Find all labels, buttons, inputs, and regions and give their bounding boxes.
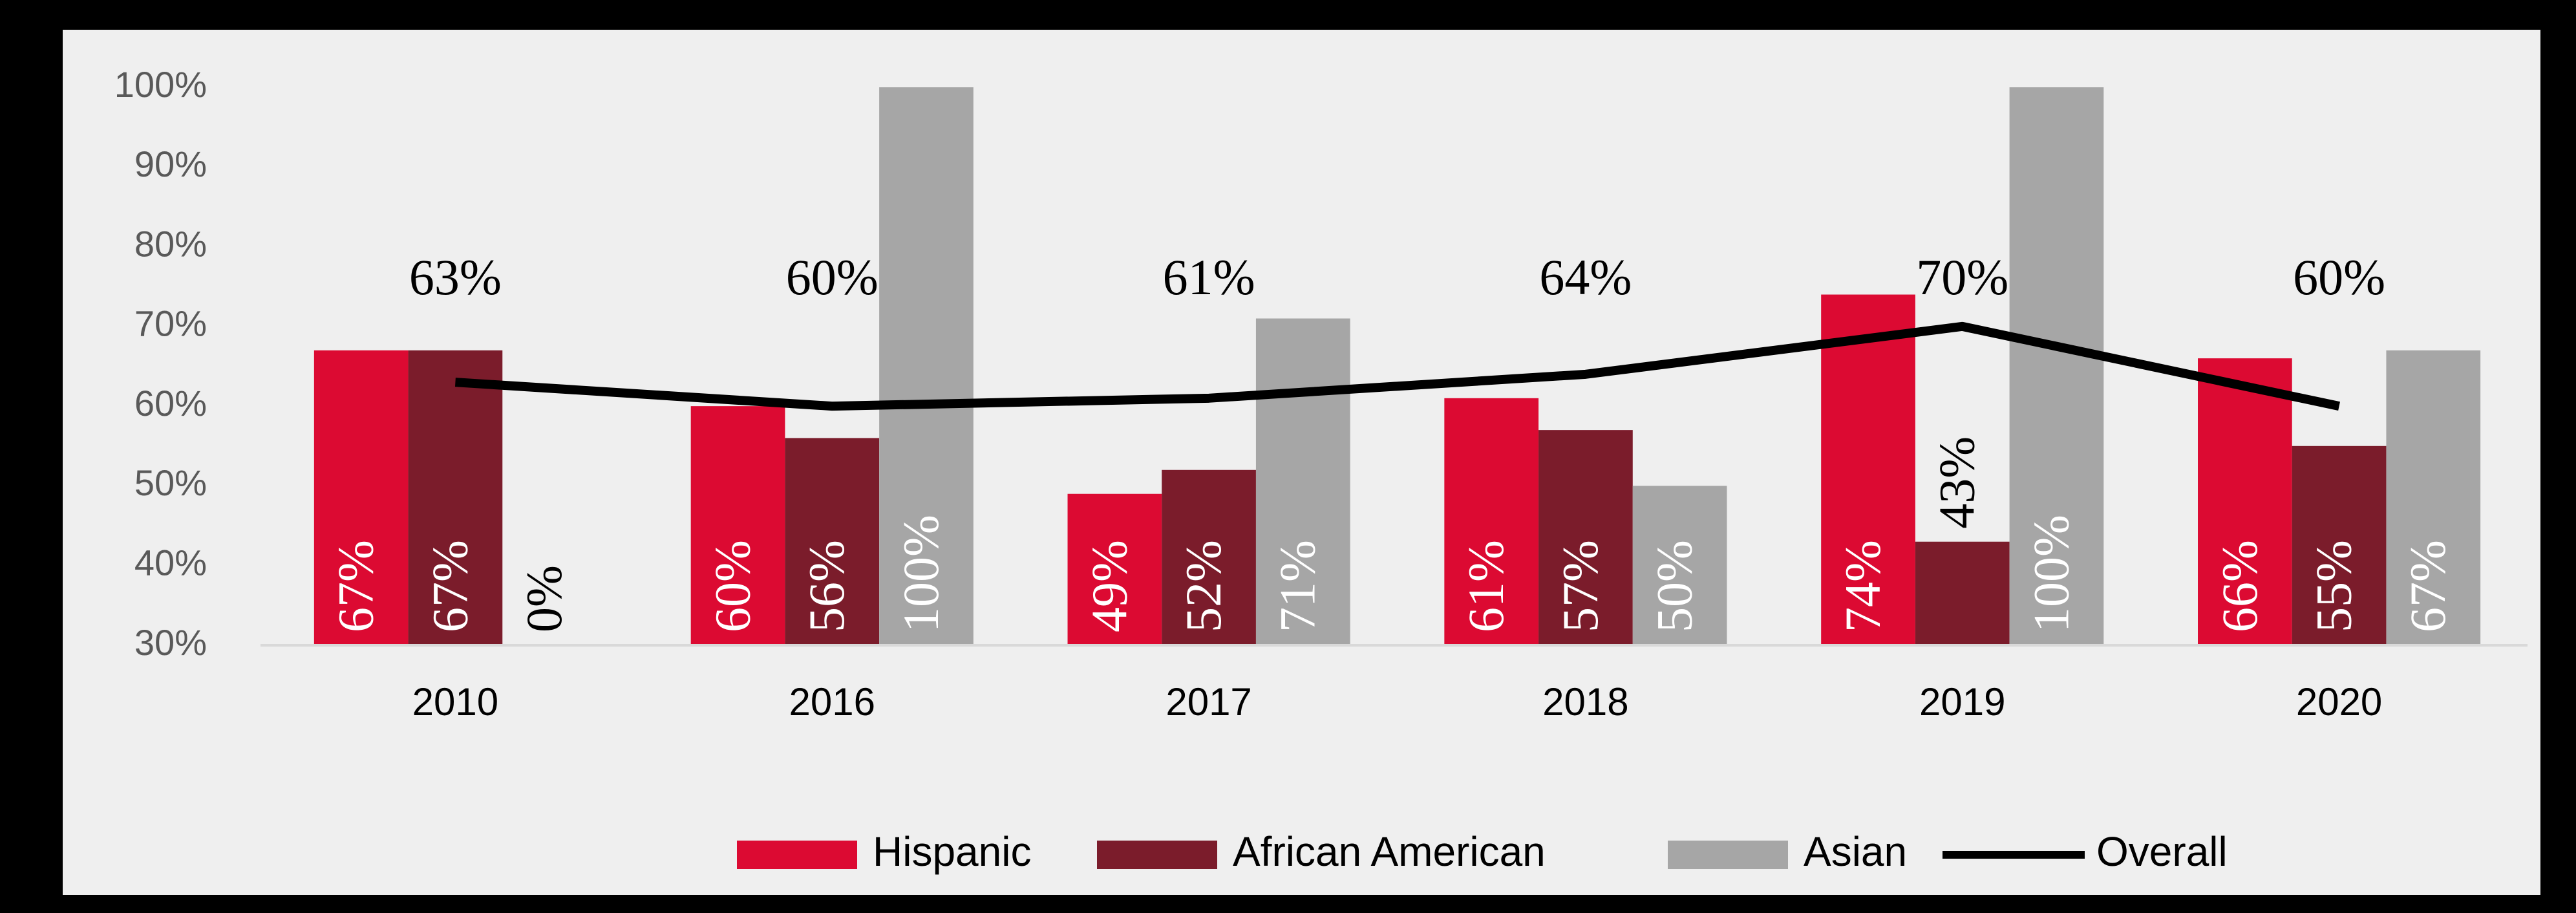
y-tick-label: 60% — [134, 383, 207, 424]
data-label: 60% — [786, 249, 878, 305]
data-label: 50% — [1646, 540, 1703, 632]
data-label: 70% — [1916, 249, 2008, 305]
bar — [1538, 430, 1633, 645]
data-label: 100% — [2023, 515, 2079, 632]
line — [454, 321, 2341, 411]
legend-swatch — [1097, 841, 1217, 869]
y-tick-label: 90% — [134, 144, 207, 184]
data-label: 67% — [328, 540, 384, 632]
bar — [690, 406, 785, 645]
data-label: 52% — [1175, 540, 1231, 632]
x-tick-label: 2017 — [1166, 680, 1251, 724]
y-tick-label: 50% — [134, 462, 207, 503]
data-label: 56% — [798, 540, 855, 632]
legend-label: Asian — [1804, 828, 1907, 875]
data-label: 66% — [2211, 540, 2268, 632]
data-label: 43% — [1929, 436, 1985, 529]
plot-area — [314, 87, 2481, 646]
bar — [1067, 493, 1162, 645]
data-label: 71% — [1270, 540, 1326, 632]
bar — [408, 350, 503, 645]
data-label: 74% — [1835, 540, 1891, 632]
data-label: 61% — [1163, 249, 1255, 305]
bar — [314, 350, 409, 645]
y-tick-label: 80% — [134, 223, 207, 264]
bar — [2198, 358, 2292, 645]
legend-label: Hispanic — [873, 828, 1031, 875]
data-label: 100% — [893, 515, 949, 632]
legend-swatch — [1668, 841, 1788, 869]
data-label: 63% — [409, 249, 502, 305]
data-label: 55% — [2305, 540, 2361, 632]
data-label: 67% — [2400, 540, 2456, 632]
legend-label: Overall — [2096, 828, 2228, 875]
bar — [1632, 486, 1727, 645]
x-tick-label: 2016 — [789, 680, 875, 724]
data-label: 60% — [704, 540, 760, 632]
bar — [785, 438, 880, 645]
data-label: 49% — [1081, 540, 1137, 632]
bar — [2292, 446, 2387, 645]
bar — [1255, 318, 1350, 645]
x-tick-label: 2010 — [412, 680, 498, 724]
bar — [1162, 469, 1256, 645]
data-label: 67% — [421, 540, 478, 632]
bar — [2386, 350, 2481, 645]
y-tick-label: 70% — [134, 303, 207, 344]
data-label: 60% — [2293, 249, 2385, 305]
x-tick-label: 2019 — [1919, 680, 2005, 724]
bar — [2009, 87, 2104, 645]
bar — [1444, 398, 1539, 645]
bar — [1915, 541, 2010, 645]
data-label: 61% — [1458, 540, 1514, 632]
y-tick-label: 100% — [114, 64, 207, 105]
data-label: 0% — [516, 565, 572, 632]
bar — [1821, 294, 1915, 645]
x-tick-label: 2020 — [2296, 680, 2382, 724]
y-tick-label: 40% — [134, 542, 207, 583]
data-label: 57% — [1552, 540, 1608, 632]
bar — [879, 87, 974, 645]
y-tick-label: 30% — [134, 622, 207, 663]
data-label: 64% — [1539, 249, 1632, 305]
legend-label: African American — [1233, 828, 1546, 875]
legend-swatch — [737, 841, 857, 869]
x-tick-label: 2018 — [1542, 680, 1628, 724]
